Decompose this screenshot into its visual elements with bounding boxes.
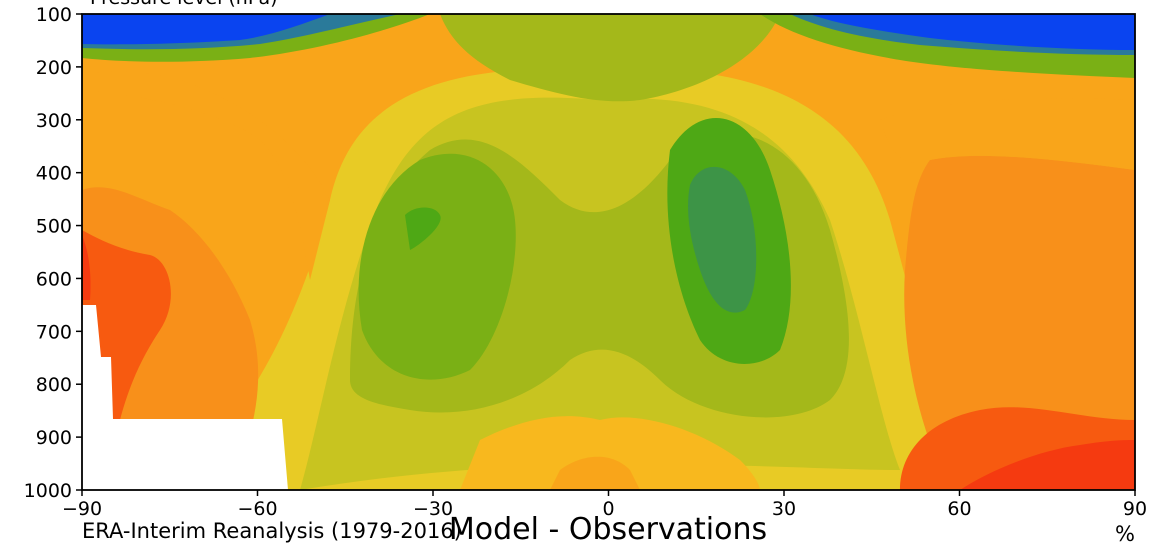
y-tick-label: 700: [36, 321, 72, 343]
contour-cell-north-core: [688, 166, 757, 313]
unit-label: %: [1115, 522, 1135, 543]
source-label: ERA-Interim Reanalysis (1979-2016): [82, 519, 462, 543]
y-axis: 100 200 300 400 500 600 700 800 900 1000: [24, 4, 82, 502]
missing-data-mask: [82, 305, 288, 490]
y-tick-label: 300: [36, 110, 72, 132]
contour-band-red-west-deep: [82, 235, 91, 300]
y-axis-title: Pressure level (hPa): [90, 0, 278, 9]
x-tick-label: −30: [413, 498, 453, 520]
contour-band-red-east-deep: [960, 440, 1135, 490]
contour-band-orange-north-south: [82, 71, 330, 280]
x-axis: −90 −60 −30 0 30 60 90: [62, 490, 1147, 520]
contour-band-near-surface-south: [460, 416, 760, 490]
x-tick-label: 0: [602, 498, 614, 520]
y-tick-label: 800: [36, 374, 72, 396]
chart-title: Model - Observations: [449, 512, 767, 543]
x-tick-label: −90: [62, 498, 102, 520]
y-tick-label: 600: [36, 268, 72, 290]
contour-band-near-surface-north: [550, 456, 640, 490]
y-tick-label: 200: [36, 57, 72, 79]
x-tick-label: −60: [237, 498, 277, 520]
contour-band-upper-blue-south: [82, 14, 330, 45]
contour-band-olive-north: [440, 14, 780, 102]
x-tick-label: 30: [772, 498, 796, 520]
contour-band-upper-blue-north: [810, 14, 1135, 50]
plot-area: [82, 14, 1135, 490]
y-tick-label: 400: [36, 163, 72, 185]
y-tick-label: 1000: [24, 480, 72, 502]
y-tick-label: 100: [36, 4, 72, 26]
y-tick-label: 900: [36, 427, 72, 449]
contour-band-orange-east: [904, 155, 1135, 490]
contour-cell-south-core: [405, 207, 441, 250]
contour-band-orange-north-north: [880, 98, 1135, 170]
x-tick-label: 90: [1123, 498, 1147, 520]
contour-cell-south-green: [358, 153, 516, 380]
y-tick-label: 500: [36, 216, 72, 238]
x-tick-label: 60: [947, 498, 971, 520]
